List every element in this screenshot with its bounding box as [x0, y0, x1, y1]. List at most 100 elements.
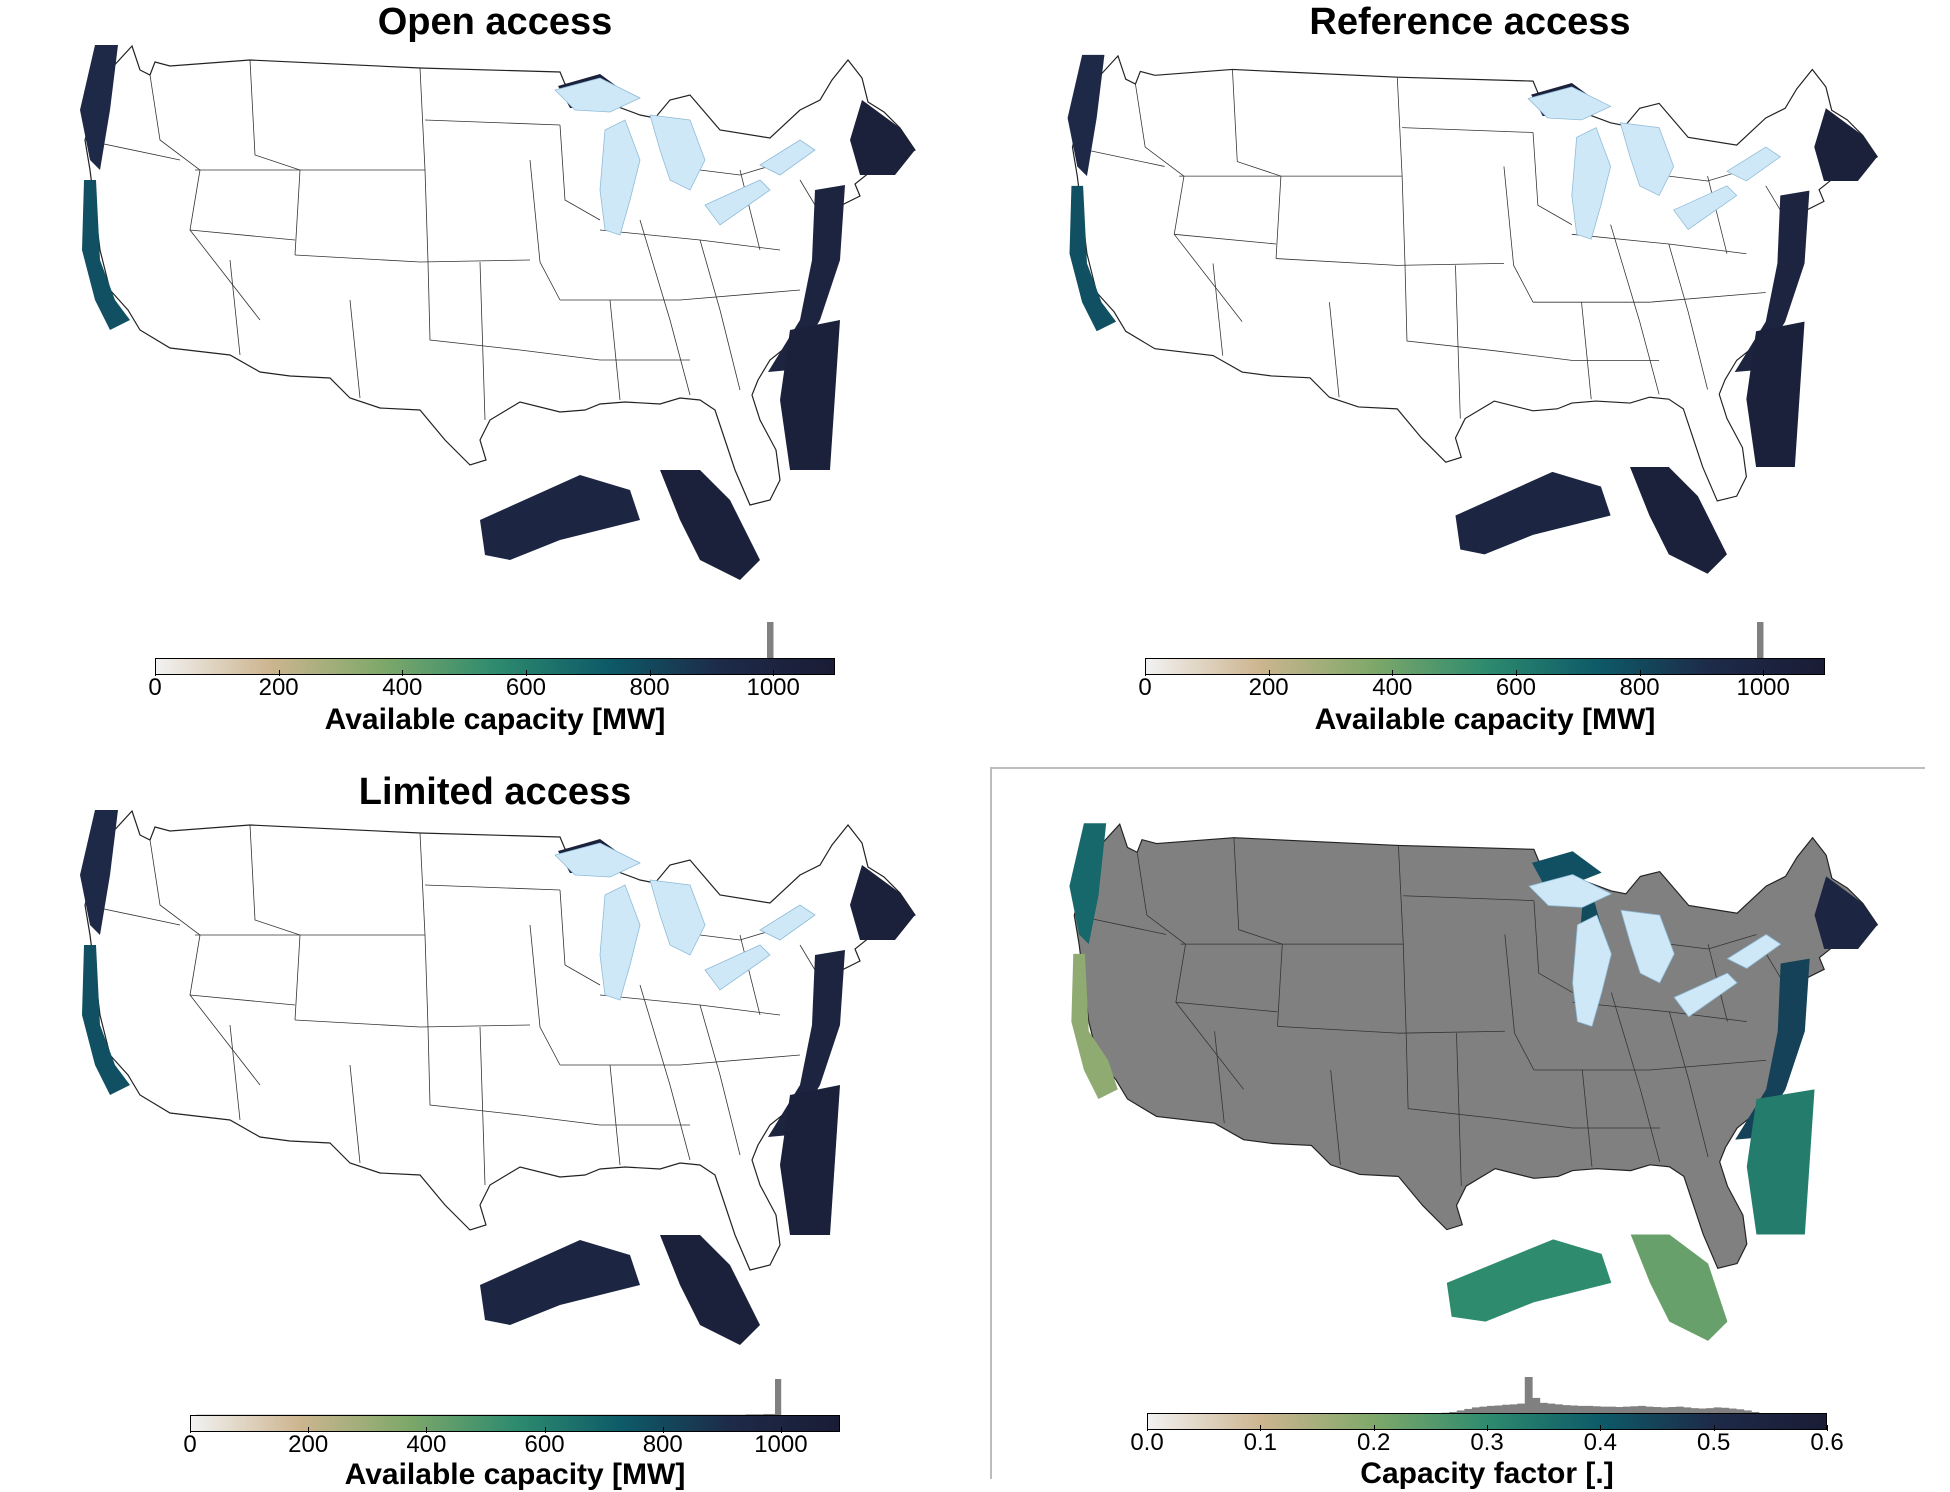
- region-border: [699, 1004, 741, 1156]
- colorbar-tick-label: 0.3: [1470, 1429, 1504, 1456]
- histogram-bar: [1524, 1377, 1533, 1415]
- colorbar-tick-mark: [1147, 1425, 1148, 1431]
- colorbar-tick-mark: [525, 670, 527, 676]
- great-lake: [599, 119, 641, 236]
- histogram-bar: [1570, 1405, 1578, 1415]
- region-border: [1610, 992, 1661, 1162]
- colorbar-tick-label: 0: [148, 674, 162, 701]
- us-map: [80, 809, 916, 1345]
- histogram-bar: [1464, 1408, 1473, 1415]
- panel-title: Open access: [377, 1, 613, 43]
- region-border: [1455, 265, 1461, 419]
- region-border: [189, 229, 296, 241]
- offshore-area: [850, 865, 915, 940]
- great-lake: [1572, 914, 1612, 1027]
- region-border: [739, 934, 761, 1016]
- histogram-bar: [1487, 1405, 1495, 1415]
- region-border: [699, 239, 741, 391]
- great-lake: [759, 139, 816, 176]
- colorbar-tick-label: 800: [1619, 674, 1660, 701]
- region-border: [1404, 265, 1495, 352]
- offshore-area: [1735, 958, 1810, 1140]
- region-border: [1277, 1026, 1505, 1034]
- great-lake: [1620, 909, 1675, 984]
- region-border: [1212, 263, 1224, 356]
- region-border: [189, 994, 296, 1006]
- colorbar-tick-label: 400: [1372, 674, 1413, 701]
- land-area: [1071, 54, 1879, 502]
- region-border: [1533, 900, 1573, 993]
- offshore-area: [82, 180, 130, 330]
- region-border: [529, 159, 561, 301]
- colorbar-tick-label: 1000: [746, 674, 800, 701]
- offshore-area: [480, 475, 640, 560]
- panel-divider-vertical: [990, 767, 992, 1479]
- offshore-area: [780, 320, 840, 470]
- colorbar-tick-label: 200: [258, 674, 299, 701]
- histogram-bar: [1547, 1403, 1556, 1415]
- region-border: [1276, 258, 1504, 266]
- region-border: [427, 1026, 521, 1116]
- colorbar-tick-mark: [1600, 1425, 1602, 1431]
- offshore-area: [1630, 467, 1727, 574]
- histogram-bar: [1645, 1406, 1654, 1415]
- region-border: [1402, 127, 1534, 133]
- region-border: [1330, 1069, 1341, 1165]
- colorbar-tick-mark: [308, 1427, 310, 1433]
- colorbar-tick-mark: [1487, 1425, 1488, 1431]
- great-lake: [599, 884, 641, 1001]
- offshore-area: [850, 100, 915, 175]
- region-border: [1707, 176, 1728, 254]
- colorbar-histogram: [1145, 622, 1764, 660]
- histogram-bar: [1607, 1406, 1616, 1415]
- region-border: [294, 254, 531, 263]
- colorbar-label: Available capacity [MW]: [1314, 703, 1656, 736]
- colorbar-tick-label: 600: [1495, 674, 1536, 701]
- region-border: [1581, 302, 1592, 400]
- offshore-area: [80, 810, 118, 935]
- colorbar-tick-label: 0.6: [1810, 1429, 1844, 1456]
- colorbar-tick-label: 400: [406, 1431, 447, 1458]
- region-border: [249, 59, 301, 256]
- histogram-bar: [775, 1379, 782, 1417]
- region-border: [559, 124, 601, 221]
- region-border: [349, 1064, 361, 1164]
- histogram-bar: [1668, 1407, 1677, 1415]
- region-border: [424, 884, 561, 891]
- land-area: [84, 44, 916, 506]
- histogram-bar: [1509, 1404, 1518, 1415]
- panel-open-access: Open access Available capacity [MW] 0 200…: [0, 0, 990, 745]
- panel-reference-access: Reference access Available capacity [MW]…: [990, 0, 1950, 745]
- colorbar-tick-mark: [1373, 1425, 1375, 1431]
- region-border: [1174, 233, 1277, 245]
- colorbar-tick-mark: [426, 1427, 428, 1433]
- histogram-bar: [1494, 1405, 1503, 1415]
- histogram-bar: [1728, 1408, 1737, 1415]
- panel-title: Reference access: [1309, 1, 1631, 43]
- region-border: [1532, 132, 1573, 225]
- great-lake: [1619, 122, 1675, 197]
- region-border: [1571, 233, 1747, 255]
- histogram-bar: [1698, 1408, 1707, 1415]
- histogram-bar: [1577, 1405, 1586, 1415]
- colorbar-tick-label: 400: [382, 674, 423, 701]
- region-border: [529, 924, 561, 1066]
- region-border: [424, 119, 561, 126]
- region-border: [609, 1064, 621, 1166]
- histogram-bar: [1743, 1410, 1752, 1415]
- region-border: [639, 984, 691, 1161]
- histogram-bar: [1532, 1397, 1541, 1415]
- great-lake: [1571, 127, 1612, 240]
- region-border: [560, 289, 801, 301]
- offshore-area: [82, 945, 130, 1095]
- colorbar-tick-mark: [662, 1427, 664, 1433]
- offshore-area: [1455, 471, 1611, 555]
- histogram-bar: [1660, 1407, 1669, 1415]
- histogram-bar: [1757, 622, 1764, 660]
- histogram-bar: [1600, 1406, 1609, 1415]
- offshore-area: [768, 185, 845, 372]
- great-lake: [649, 879, 706, 956]
- region-border: [1233, 837, 1283, 1027]
- histogram-bar: [1502, 1404, 1510, 1415]
- colorbar-tick-mark: [1763, 670, 1765, 676]
